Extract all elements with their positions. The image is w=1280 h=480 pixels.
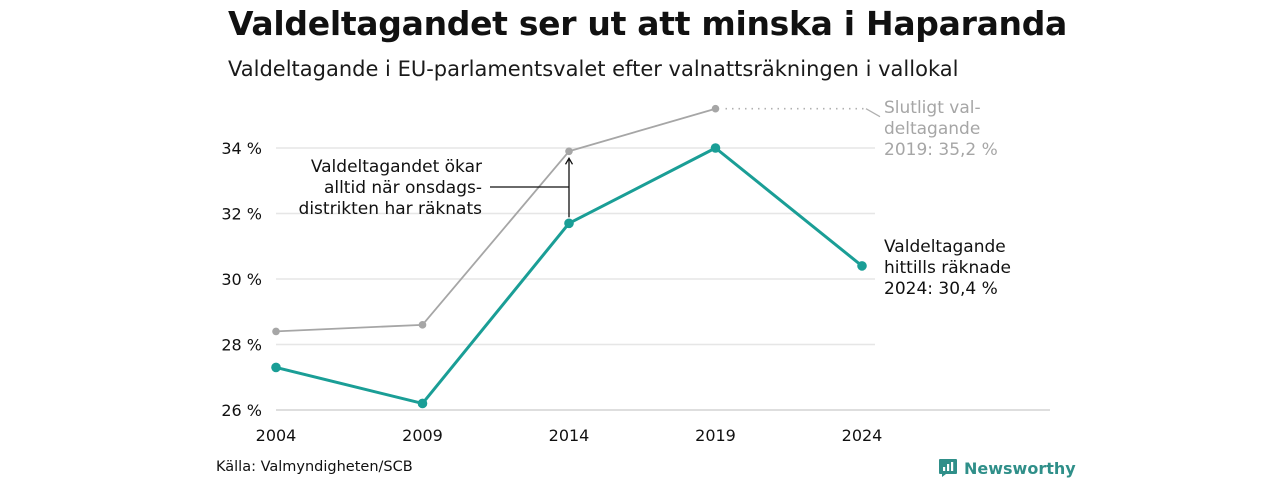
y-tick-label: 34 %	[221, 139, 262, 158]
final-2019-label: 2019: 35,2 %	[884, 140, 998, 160]
final-2019-leader-tick	[865, 108, 881, 118]
final-turnout-point	[418, 321, 427, 329]
counted-2024-label: Valdeltagande	[884, 237, 1006, 257]
x-tick-label: 2009	[402, 426, 443, 445]
chart-subtitle: Valdeltagande i EU-parlamentsvalet efter…	[228, 57, 959, 81]
brand-name: Newsworthy	[964, 458, 1076, 478]
final-turnout-line	[275, 107, 716, 333]
increase-note-text: distrikten har räknats	[299, 199, 483, 219]
final-turnout-point	[565, 147, 573, 156]
chart-title: Valdeltagandet ser ut att minska i Hapar…	[228, 4, 1068, 43]
counted-turnout-point	[417, 398, 428, 409]
counted-2024-label: hittills räknade	[884, 258, 1011, 278]
counted-turnout-point	[857, 261, 867, 271]
increase-note-text: Valdeltagandet ökar	[311, 157, 482, 177]
y-tick-label: 26 %	[221, 401, 262, 420]
final-2019-label: Slutligt val-	[884, 98, 981, 118]
x-tick-label: 2004	[256, 426, 297, 445]
counted-turnout-point	[564, 218, 574, 229]
y-tick-label: 30 %	[221, 270, 262, 289]
y-tick-label: 32 %	[221, 205, 262, 224]
final-turnout-point	[711, 104, 720, 113]
x-tick-label: 2014	[549, 426, 590, 445]
newsworthy-logo-icon	[939, 459, 957, 477]
y-tick-label: 28 %	[221, 336, 262, 355]
brand-logo: Newsworthy	[938, 456, 1076, 480]
x-tick-label: 2024	[842, 426, 883, 445]
increase-note-text: alltid när onsdags-	[324, 178, 482, 198]
source-note: Källa: Valmyndigheten/SCB	[216, 459, 413, 475]
counted-turnout-point	[710, 143, 721, 153]
increase-arrowhead	[564, 156, 574, 165]
counted-turnout-point	[271, 362, 281, 373]
x-tick-label: 2019	[695, 426, 736, 445]
final-2019-label: deltagande	[884, 119, 980, 139]
counted-2024-label: 2024: 30,4 %	[884, 279, 998, 299]
final-turnout-point	[272, 327, 280, 336]
